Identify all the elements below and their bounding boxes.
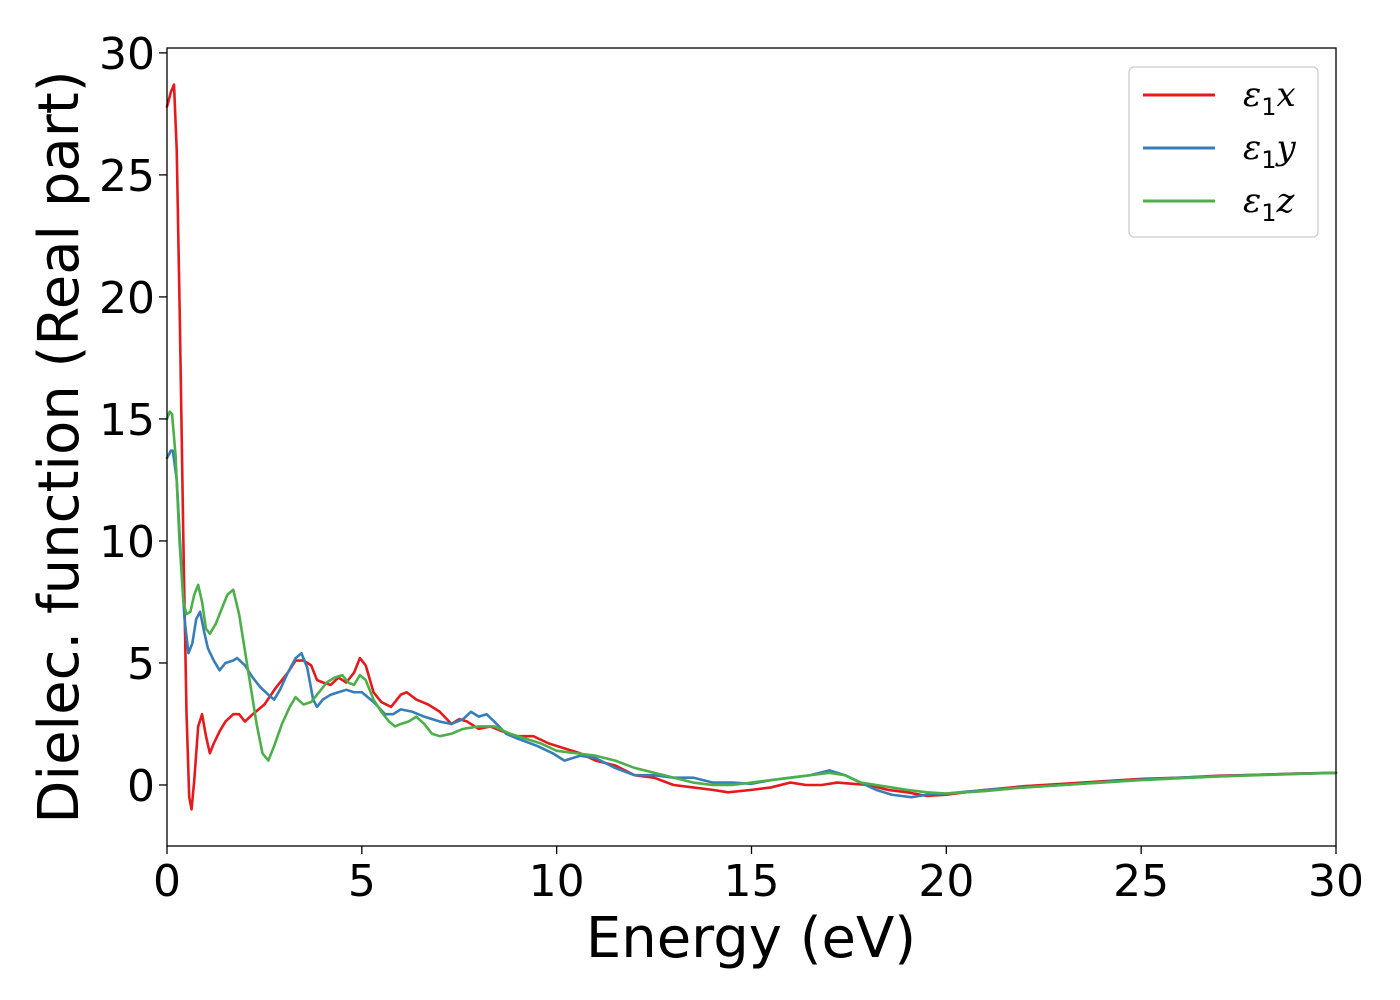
y-tick-label: 0 — [127, 761, 155, 812]
y-axis-ticks: 0 5 10 15 20 25 30 — [99, 29, 167, 812]
x-tick-label: 20 — [918, 856, 974, 907]
legend-label-z: ε1z — [1243, 181, 1296, 227]
plot-lines — [165, 83, 1338, 811]
y-tick-label: 15 — [99, 395, 155, 446]
y-tick-label: 25 — [99, 151, 155, 202]
y-tick-label: 10 — [99, 517, 155, 568]
y-tick-label: 30 — [99, 29, 155, 80]
series-line-y — [165, 449, 1338, 799]
series-line-x — [165, 83, 1338, 811]
x-axis-ticks: 0 5 10 15 20 25 30 — [153, 846, 1364, 907]
x-tick-label: 0 — [153, 856, 181, 907]
y-tick-label: 5 — [127, 639, 155, 690]
legend-label-y: ε1y — [1243, 128, 1297, 174]
series-line-z — [165, 410, 1338, 795]
x-tick-label: 10 — [529, 856, 585, 907]
y-axis-label: Dielec. function (Real part) — [27, 70, 92, 823]
legend: ε1x ε1y ε1z — [1128, 66, 1319, 238]
x-tick-label: 30 — [1308, 856, 1364, 907]
y-tick-label: 20 — [99, 273, 155, 324]
x-tick-label: 25 — [1113, 856, 1169, 907]
x-axis-label: Energy (eV) — [586, 906, 916, 971]
legend-label-x: ε1x — [1243, 75, 1296, 121]
x-tick-label: 5 — [348, 856, 376, 907]
x-tick-label: 15 — [724, 856, 780, 907]
legend-box — [1128, 66, 1319, 238]
